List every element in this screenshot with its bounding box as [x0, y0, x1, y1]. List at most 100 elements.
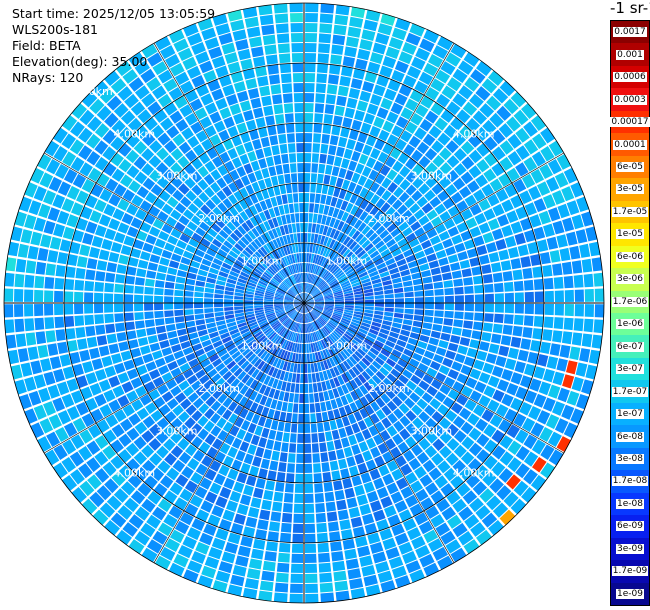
ray-gate	[276, 195, 283, 206]
ray-gate	[386, 169, 398, 181]
ray-gate	[30, 167, 45, 184]
ray-gate	[115, 274, 126, 284]
ray-gate	[237, 239, 247, 249]
ray-gate	[329, 217, 336, 228]
ray-gate	[164, 140, 177, 154]
ray-gate	[235, 315, 245, 321]
ray-gate	[240, 328, 250, 335]
ray-gate	[548, 449, 564, 466]
ray-gate	[271, 450, 280, 461]
ray-gate	[108, 375, 121, 388]
ray-gate	[345, 214, 354, 224]
ray-gate	[247, 88, 260, 99]
ray-gate	[363, 285, 373, 291]
ray-gate	[339, 519, 351, 530]
ray-gate	[270, 420, 279, 431]
ray-gate	[298, 353, 302, 363]
ray-gate	[253, 358, 262, 368]
ray-gate	[94, 199, 107, 213]
ray-gate	[300, 293, 304, 303]
ray-gate	[380, 430, 391, 442]
ray-gate	[103, 389, 116, 403]
ray-gate	[118, 254, 129, 265]
ray-gate	[135, 277, 145, 286]
ray-gate	[53, 127, 68, 144]
ray-gate	[440, 109, 455, 123]
ray-gate	[212, 438, 223, 450]
ray-gate	[313, 473, 323, 483]
ray-gate	[69, 451, 85, 467]
ray-gate	[254, 303, 263, 306]
ray-gate	[266, 354, 274, 364]
ray-gate	[70, 469, 85, 485]
ray-gate	[290, 321, 296, 331]
ray-gate	[469, 390, 482, 403]
ray-gate	[230, 71, 244, 83]
ray-gate	[181, 466, 194, 479]
ray-gate	[43, 401, 56, 416]
ray-gate	[249, 379, 259, 390]
ray-gate	[244, 578, 259, 590]
ray-gate	[224, 52, 239, 64]
ray-gate	[217, 164, 228, 176]
range-ring-label: 4.00km	[453, 127, 495, 140]
ray-gate	[333, 408, 341, 419]
ray-gate	[289, 288, 297, 296]
ray-gate	[313, 392, 320, 403]
ray-gate	[530, 115, 546, 131]
ray-gate	[314, 113, 324, 123]
ray-gate	[351, 243, 361, 253]
ray-gate	[265, 198, 273, 209]
ray-gate	[96, 173, 110, 187]
ray-gate	[494, 303, 504, 313]
colorbar-cell: 0.0003	[611, 88, 649, 111]
ray-gate	[158, 230, 170, 241]
ray-gate	[323, 309, 333, 314]
ray-gate	[179, 512, 194, 526]
ray-gate	[355, 536, 368, 548]
ray-gate	[274, 304, 284, 306]
ray-gate	[228, 413, 238, 424]
ray-gate	[359, 325, 370, 332]
ray-gate	[423, 246, 435, 256]
ray-gate	[314, 297, 324, 301]
ray-gate	[299, 323, 302, 333]
ray-gate	[256, 315, 266, 321]
ray-gate	[241, 268, 252, 276]
ray-gate	[99, 188, 113, 202]
ray-gate	[292, 311, 298, 320]
ray-gate	[74, 315, 85, 327]
ray-gate	[329, 333, 338, 342]
ray-gate	[326, 261, 334, 270]
ray-gate	[460, 141, 475, 155]
ray-gate	[484, 439, 498, 454]
ray-gate	[211, 56, 226, 69]
ray-gate	[554, 304, 564, 316]
ray-gate	[212, 238, 223, 248]
ray-gate	[267, 330, 275, 339]
ray-gate	[174, 221, 186, 232]
ray-gate	[242, 6, 258, 19]
ray-gate	[263, 327, 272, 335]
ray-gate	[530, 168, 545, 184]
ray-gate	[439, 431, 453, 444]
ray-gate	[291, 352, 296, 363]
ray-gate	[528, 406, 542, 421]
ray-gate	[346, 358, 355, 368]
ray-gate	[290, 33, 303, 43]
ray-gate	[292, 403, 299, 413]
ray-gate	[543, 223, 555, 238]
ray-gate	[254, 202, 263, 213]
ray-gate	[483, 168, 497, 182]
ray-gate	[520, 256, 531, 268]
ray-gate	[242, 587, 258, 600]
ray-gate	[333, 115, 343, 126]
ray-gate	[89, 491, 105, 508]
ray-gate	[485, 353, 497, 364]
ray-gate	[340, 260, 349, 269]
ray-gate	[305, 33, 318, 43]
ray-gate	[366, 157, 377, 169]
ray-gate	[236, 503, 249, 516]
scan-rays	[4, 3, 604, 603]
ray-gate	[394, 363, 405, 374]
